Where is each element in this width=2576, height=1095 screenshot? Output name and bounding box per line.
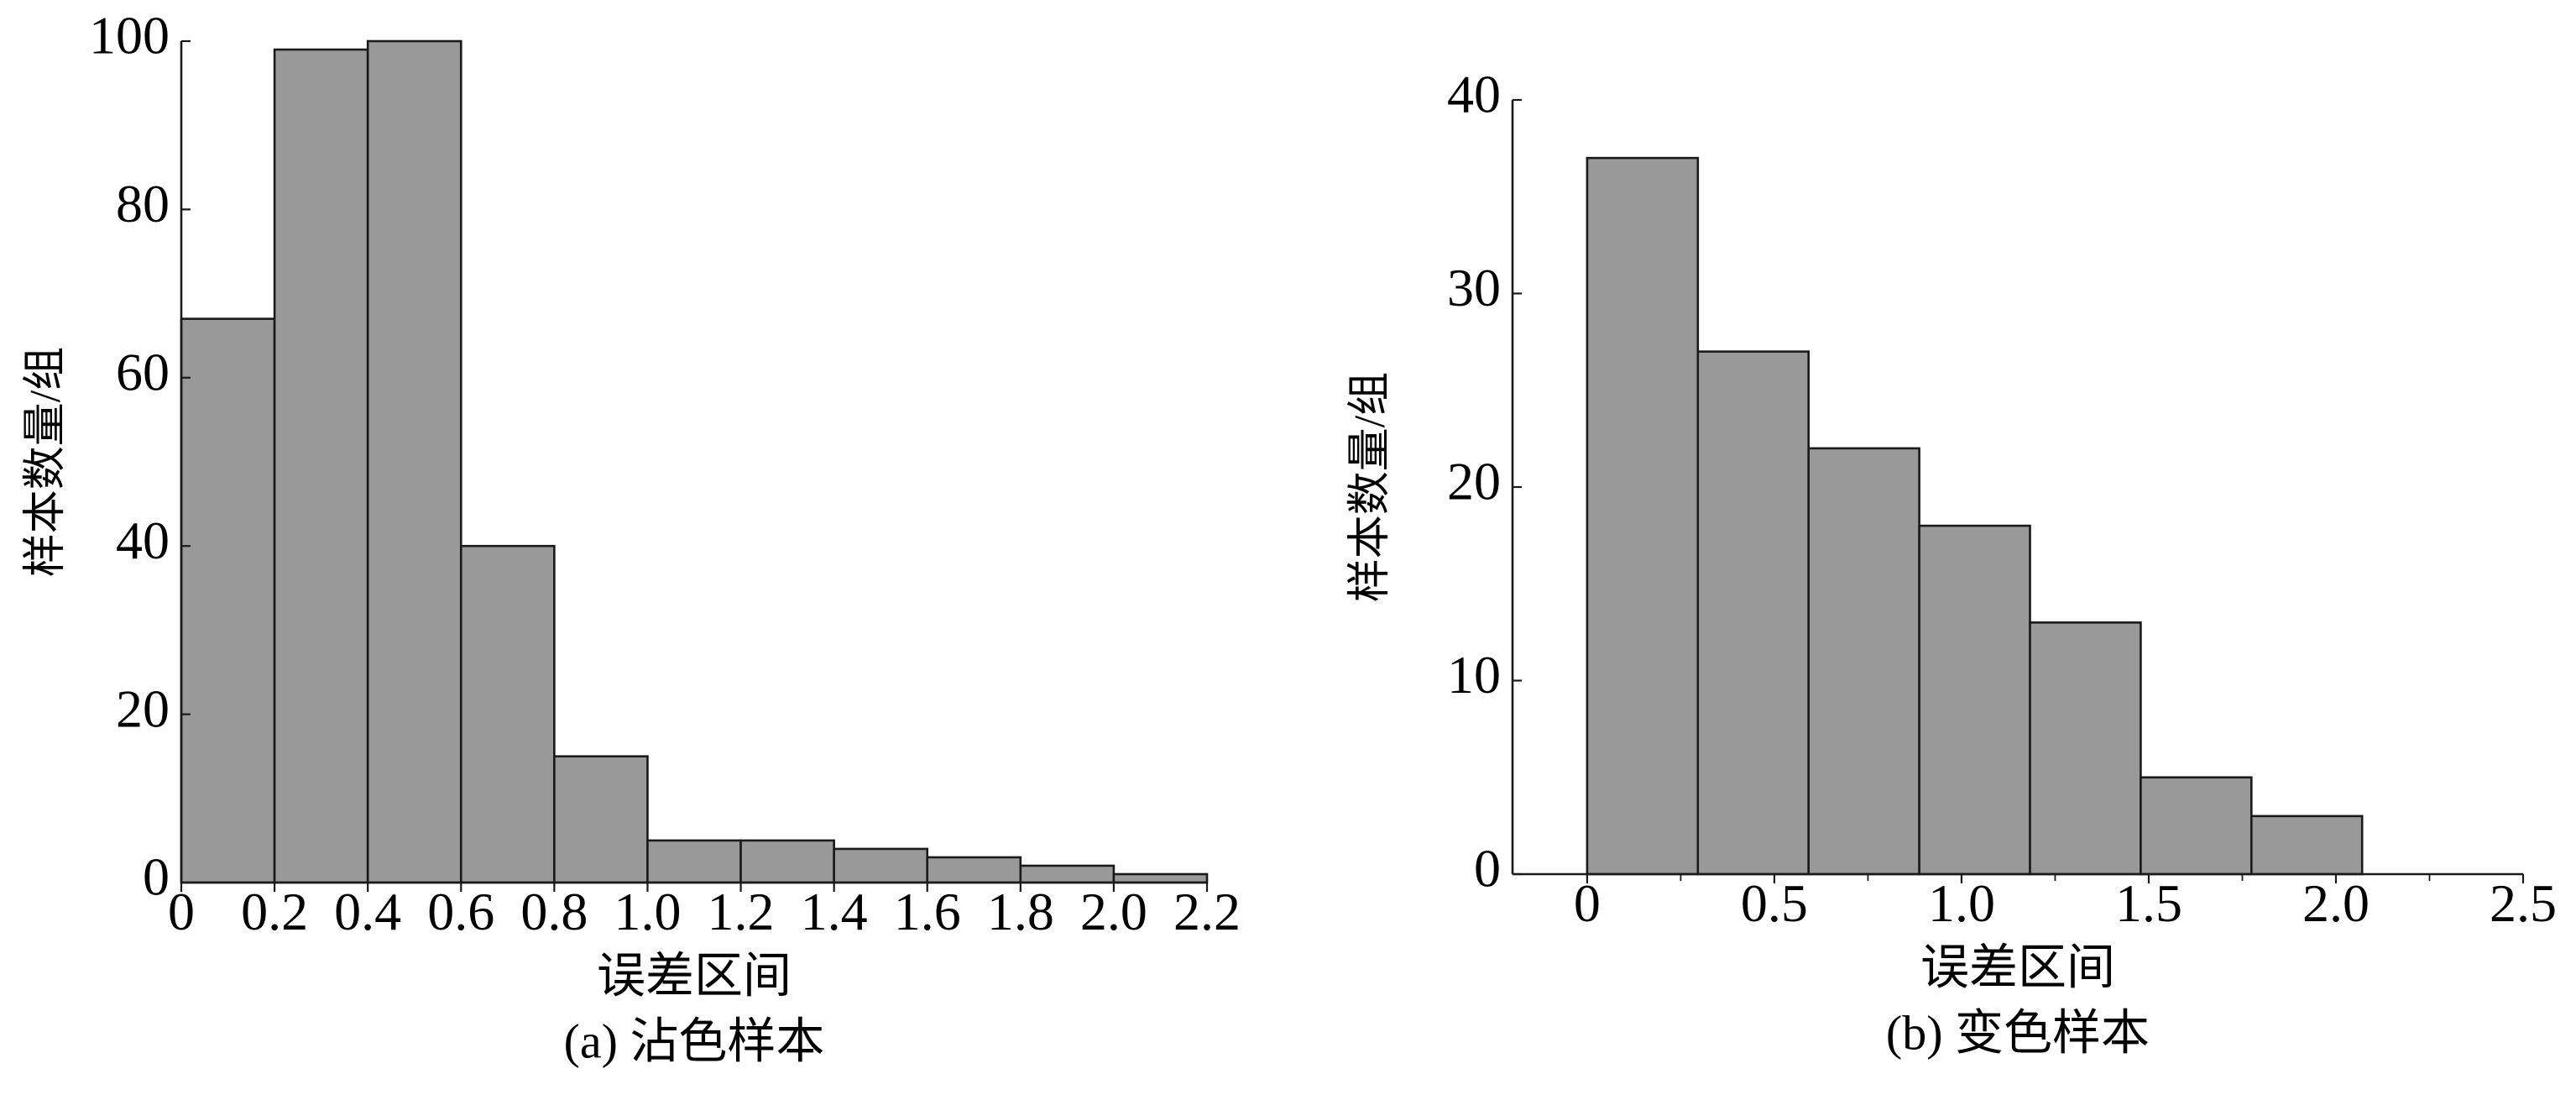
svg-text:样本数量/组: 样本数量/组	[1346, 372, 1394, 602]
svg-text:100: 100	[89, 6, 170, 65]
svg-text:(a) 沾色样本: (a) 沾色样本	[564, 1014, 825, 1068]
svg-text:20: 20	[1447, 452, 1501, 511]
svg-text:20: 20	[116, 678, 170, 738]
svg-text:80: 80	[116, 174, 170, 233]
svg-text:0: 0	[1474, 839, 1501, 899]
svg-text:(b) 变色样本: (b) 变色样本	[1886, 1005, 2150, 1060]
svg-text:样本数量/组: 样本数量/组	[22, 347, 70, 577]
svg-text:40: 40	[116, 511, 170, 570]
svg-text:10: 10	[1447, 645, 1501, 705]
svg-text:30: 30	[1447, 258, 1501, 317]
svg-text:40: 40	[1447, 65, 1501, 124]
svg-text:0: 0	[143, 847, 170, 907]
svg-text:误差区间: 误差区间	[1920, 940, 2115, 994]
svg-text:误差区间: 误差区间	[597, 948, 792, 1003]
svg-text:60: 60	[116, 342, 170, 401]
